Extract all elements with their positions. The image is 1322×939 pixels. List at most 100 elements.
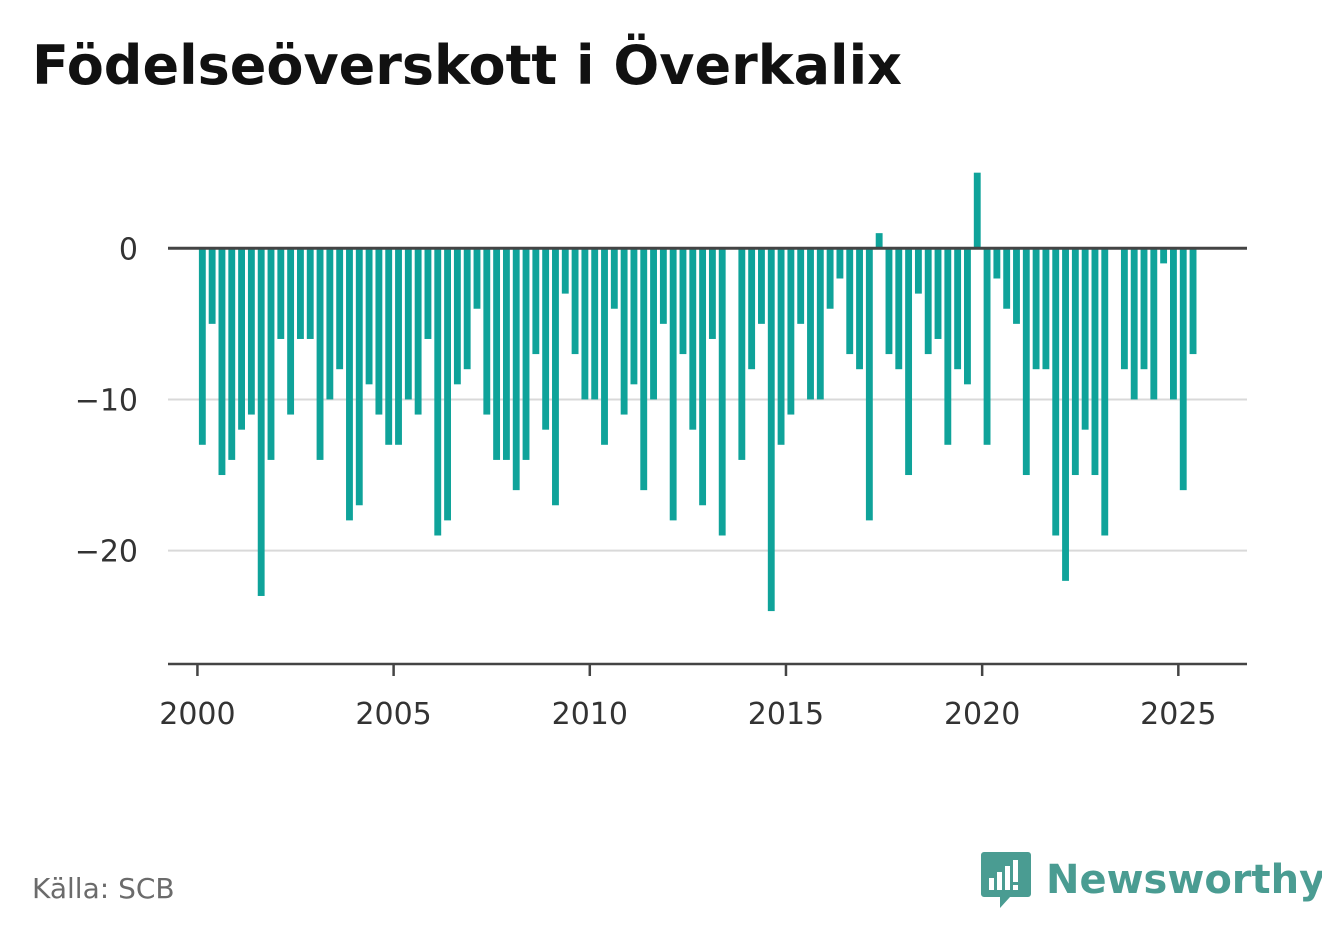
- bar: [865, 248, 873, 521]
- bar: [512, 248, 520, 491]
- chart-title: Födelseöverskott i Överkalix: [32, 34, 902, 97]
- bar: [552, 248, 559, 506]
- bar: [895, 248, 903, 370]
- bar: [434, 248, 442, 536]
- x-tick-label: 2015: [748, 697, 824, 732]
- bar: [444, 248, 451, 521]
- bar: [1022, 248, 1030, 476]
- bar: [807, 248, 814, 400]
- bar: [1003, 248, 1011, 309]
- bar: [708, 248, 716, 339]
- bar: [483, 248, 491, 415]
- bar: [591, 248, 599, 400]
- bar: [954, 248, 962, 370]
- bar: [964, 248, 971, 385]
- bar: [836, 248, 844, 279]
- bar: [1140, 248, 1148, 370]
- bar: [767, 248, 775, 612]
- x-tick-label: 2020: [944, 697, 1020, 732]
- bar: [287, 248, 295, 415]
- x-tick-label: 2005: [355, 697, 431, 732]
- bar: [375, 248, 383, 415]
- x-tick-label: 2025: [1140, 697, 1216, 732]
- bar: [689, 248, 697, 430]
- bar: [257, 248, 265, 596]
- bar: [787, 248, 795, 415]
- bar: [905, 248, 913, 476]
- bar: [1130, 248, 1138, 400]
- bar: [532, 248, 540, 355]
- bar: [1081, 248, 1089, 430]
- bar: [993, 248, 1001, 279]
- bar: [395, 248, 402, 445]
- bar: [385, 248, 393, 445]
- bar: [1179, 248, 1187, 491]
- bar: [1150, 248, 1158, 400]
- bar: [208, 248, 216, 324]
- bar: [1032, 248, 1040, 370]
- bar: [1189, 248, 1197, 355]
- x-tick-label: 2000: [159, 697, 235, 732]
- bar: [198, 248, 206, 445]
- bar: [424, 248, 432, 339]
- bar: [1101, 248, 1109, 536]
- bar: [316, 248, 324, 460]
- bar: [365, 248, 373, 385]
- bar: [414, 248, 422, 415]
- x-tick-label: 2010: [552, 697, 628, 732]
- brand-name: Newsworthy: [1046, 857, 1322, 903]
- bar: [1160, 248, 1168, 264]
- bar: [1013, 248, 1020, 324]
- bar: [493, 248, 501, 460]
- bar: [758, 248, 765, 324]
- bar: [453, 248, 461, 385]
- bar: [924, 248, 932, 355]
- bar: [326, 248, 334, 400]
- bar: [404, 248, 412, 400]
- bar: [355, 248, 363, 506]
- bar: [669, 248, 677, 521]
- bar: [679, 248, 687, 355]
- bar: [306, 248, 314, 339]
- bar: [571, 248, 579, 355]
- bar: [247, 248, 255, 415]
- bar: [856, 248, 863, 370]
- bar: [502, 248, 510, 460]
- bar: [473, 248, 481, 309]
- bar: [914, 248, 922, 294]
- y-tick-label: −20: [75, 535, 138, 570]
- bar: [973, 172, 981, 249]
- y-tick-label: −10: [75, 383, 138, 418]
- bar: [277, 248, 285, 339]
- brand-logo: Newsworthy: [980, 850, 1322, 910]
- bar: [463, 248, 471, 370]
- bar: [542, 248, 550, 430]
- y-tick-label: 0: [119, 232, 138, 267]
- bar: [846, 248, 854, 355]
- bar: [238, 248, 246, 430]
- bar: [875, 233, 883, 249]
- bar: [718, 248, 726, 536]
- bar: [797, 248, 805, 324]
- bar: [1071, 248, 1079, 476]
- bar: [659, 248, 667, 324]
- bar: [777, 248, 785, 445]
- bar: [1091, 248, 1099, 476]
- bar: [1042, 248, 1050, 370]
- bar: [1062, 248, 1069, 581]
- bars: [198, 172, 1197, 612]
- bar: [601, 248, 608, 445]
- bar: [228, 248, 236, 460]
- bar: [650, 248, 657, 400]
- bar: [620, 248, 628, 415]
- bar: [699, 248, 707, 506]
- tick-labels: 0 −10 −20 2000 2005 2010 2015 2020 2025: [75, 232, 1217, 732]
- bar: [748, 248, 756, 370]
- bar: [610, 248, 618, 309]
- bar: [934, 248, 942, 339]
- bar: [296, 248, 304, 339]
- bar: [218, 248, 226, 476]
- bar: [640, 248, 648, 491]
- bar: [1052, 248, 1060, 536]
